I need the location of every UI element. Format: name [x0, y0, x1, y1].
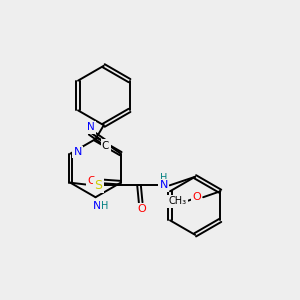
Text: N: N: [74, 147, 82, 157]
Text: O: O: [137, 204, 146, 214]
Text: O: O: [87, 176, 96, 186]
Text: H: H: [160, 173, 167, 183]
Text: CH₃: CH₃: [168, 196, 187, 206]
Text: H: H: [101, 202, 108, 212]
Text: N: N: [160, 180, 168, 190]
Text: C: C: [102, 141, 109, 151]
Text: S: S: [94, 179, 102, 192]
Text: O: O: [192, 192, 201, 202]
Text: N: N: [93, 202, 101, 212]
Text: N: N: [86, 122, 94, 133]
